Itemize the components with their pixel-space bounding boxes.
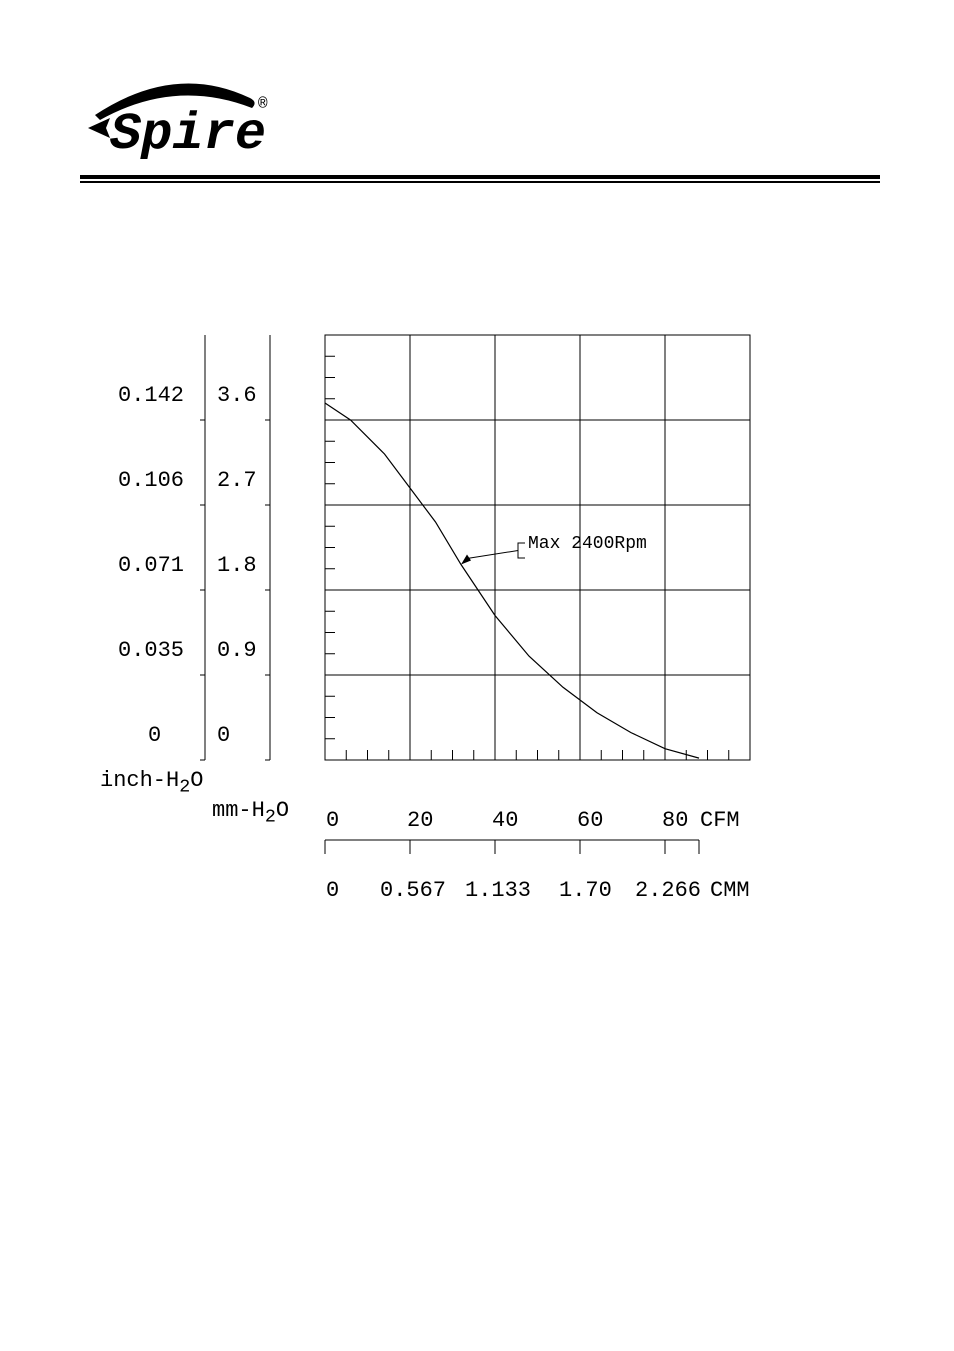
- fan-curve-chart: [0, 0, 954, 1000]
